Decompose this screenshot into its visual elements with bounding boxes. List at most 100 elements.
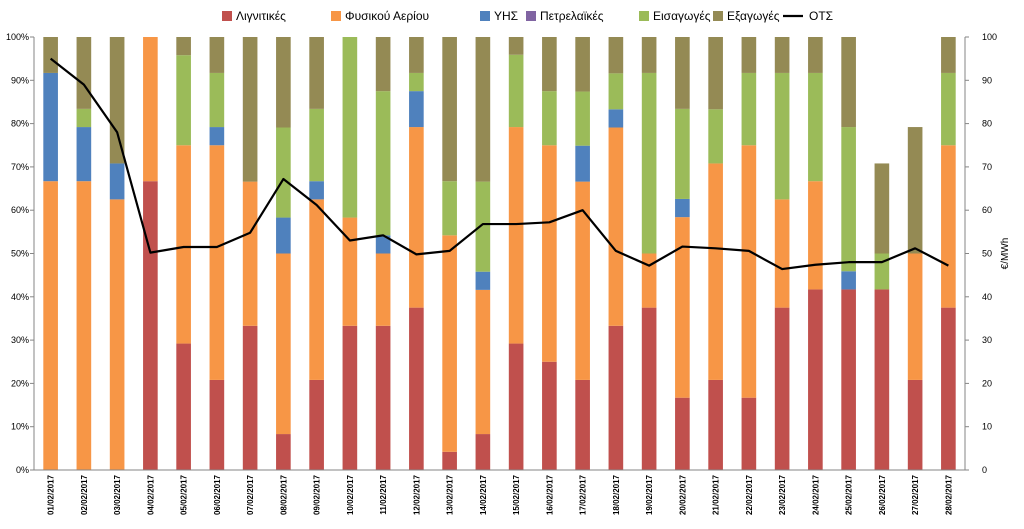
- y-left-tick-6: 60%: [11, 205, 29, 215]
- legend-swatch-4: [639, 11, 649, 21]
- x-tick-1: 02/02/2017: [80, 474, 89, 515]
- bar-2-10: [375, 235, 391, 254]
- y-right-tick-10: 100: [982, 32, 997, 42]
- x-tick-20: 21/02/2017: [712, 474, 721, 515]
- bar-4-12: [442, 181, 457, 236]
- bar-5-22: [774, 37, 790, 73]
- bar-0-8: [309, 379, 324, 470]
- y-right-tick-4: 40: [982, 292, 992, 302]
- legend-label-2: ΥΗΣ: [494, 9, 518, 23]
- x-tick-15: 16/02/2017: [545, 474, 554, 515]
- y-right-tick-0: 0: [982, 465, 987, 475]
- bar-0-24: [841, 289, 856, 470]
- y-right-tick-3: 30: [982, 335, 992, 345]
- bar-5-1: [76, 37, 92, 109]
- bar-1-14: [508, 127, 524, 344]
- bar-5-25: [874, 163, 890, 254]
- y-right-tick-6: 60: [982, 205, 992, 215]
- y-right-tick-9: 90: [982, 75, 992, 85]
- bar-4-11: [409, 72, 424, 92]
- bar-0-16: [575, 379, 590, 470]
- line-0: [49, 57, 949, 271]
- y-left-tick-5: 50%: [11, 249, 29, 259]
- bar-1-10: [375, 253, 391, 326]
- legend-swatch-5: [713, 11, 723, 21]
- x-tick-11: 12/02/2017: [412, 474, 421, 515]
- bar-1-19: [675, 217, 690, 398]
- y-left-tick-2: 20%: [11, 378, 29, 388]
- x-tick-5: 06/02/2017: [213, 474, 222, 515]
- bar-5-7: [276, 37, 291, 128]
- bar-2-17: [608, 109, 624, 128]
- x-axis-labels: 01/02/2017 02/02/2017 03/02/2017 04/02/2017…: [47, 474, 954, 515]
- legend: Λιγνιτικές Φυσικού Αερίου ΥΗΣ Πετρελαϊκές Ει…: [222, 9, 833, 23]
- bar-4-1: [76, 108, 92, 128]
- y-left-tick-9: 90%: [11, 75, 29, 85]
- bar-1-8: [309, 199, 324, 380]
- y-left-tick-7: 70%: [11, 162, 29, 172]
- bar-2-0: [43, 72, 58, 182]
- x-tick-27: 28/02/2017: [944, 474, 953, 515]
- legend-swatch-2: [480, 11, 490, 21]
- bar-4-19: [675, 108, 690, 199]
- bar-4-13: [475, 181, 491, 272]
- bar-2-2: [109, 163, 125, 200]
- y-left-tick-8: 80%: [11, 119, 29, 129]
- line-series: [49, 57, 949, 271]
- bar-0-19: [675, 397, 690, 470]
- bar-4-22: [774, 72, 790, 200]
- y-right-tick-8: 80: [982, 119, 992, 129]
- bar-5-19: [675, 37, 690, 109]
- bar-5-24: [841, 37, 856, 128]
- bar-0-22: [774, 307, 790, 471]
- bar-0-23: [808, 289, 823, 470]
- bar-4-16: [575, 91, 590, 146]
- x-tick-23: 24/02/2017: [811, 474, 820, 515]
- x-tick-6: 07/02/2017: [246, 474, 255, 515]
- bar-1-6: [242, 181, 258, 326]
- x-tick-0: 01/02/2017: [47, 474, 56, 515]
- bar-4-17: [608, 73, 624, 110]
- bar-4-20: [708, 109, 723, 164]
- bar-0-15: [542, 361, 557, 470]
- bar-1-17: [608, 127, 624, 326]
- bar-0-17: [608, 325, 624, 470]
- x-tick-9: 10/02/2017: [346, 474, 355, 515]
- bar-4-9: [342, 37, 358, 218]
- bar-2-13: [475, 271, 491, 290]
- legend-label-4: Εισαγωγές: [653, 9, 711, 23]
- bar-5-11: [409, 37, 424, 73]
- x-tick-8: 09/02/2017: [313, 474, 322, 515]
- x-tick-16: 17/02/2017: [579, 474, 588, 515]
- y-axis-right-labels: 0 10 20 30 40 50 60 70 80 90 100: [982, 32, 997, 475]
- bar-2-19: [675, 198, 690, 218]
- bar-0-13: [475, 434, 491, 470]
- axes: [30, 36, 969, 471]
- legend-swatch-1: [331, 11, 341, 21]
- x-tick-12: 13/02/2017: [446, 474, 455, 515]
- bar-2-1: [76, 127, 92, 182]
- y-left-tick-3: 30%: [11, 335, 29, 345]
- legend-swatch-0: [222, 11, 232, 21]
- bar-5-8: [309, 37, 324, 109]
- y-right-tick-7: 70: [982, 162, 992, 172]
- bar-4-18: [641, 72, 657, 254]
- bar-5-26: [907, 127, 923, 254]
- bar-0-4: [176, 343, 191, 470]
- bar-5-16: [575, 37, 590, 92]
- y-right-tick-2: 20: [982, 378, 992, 388]
- bar-1-21: [741, 145, 757, 398]
- bar-0-12: [442, 451, 457, 470]
- y-axis-right-title: €/MWh: [1000, 238, 1011, 270]
- bar-0-21: [741, 397, 757, 470]
- bar-1-22: [774, 199, 790, 308]
- y-left-tick-4: 40%: [11, 292, 29, 302]
- bar-4-24: [841, 127, 856, 272]
- bar-1-5: [209, 145, 225, 380]
- bar-1-27: [941, 145, 956, 308]
- legend-label-0: Λιγνιτικές: [236, 9, 286, 23]
- bar-2-24: [841, 271, 856, 290]
- bars: [43, 37, 956, 471]
- bar-1-1: [76, 181, 92, 470]
- bar-0-18: [641, 307, 657, 471]
